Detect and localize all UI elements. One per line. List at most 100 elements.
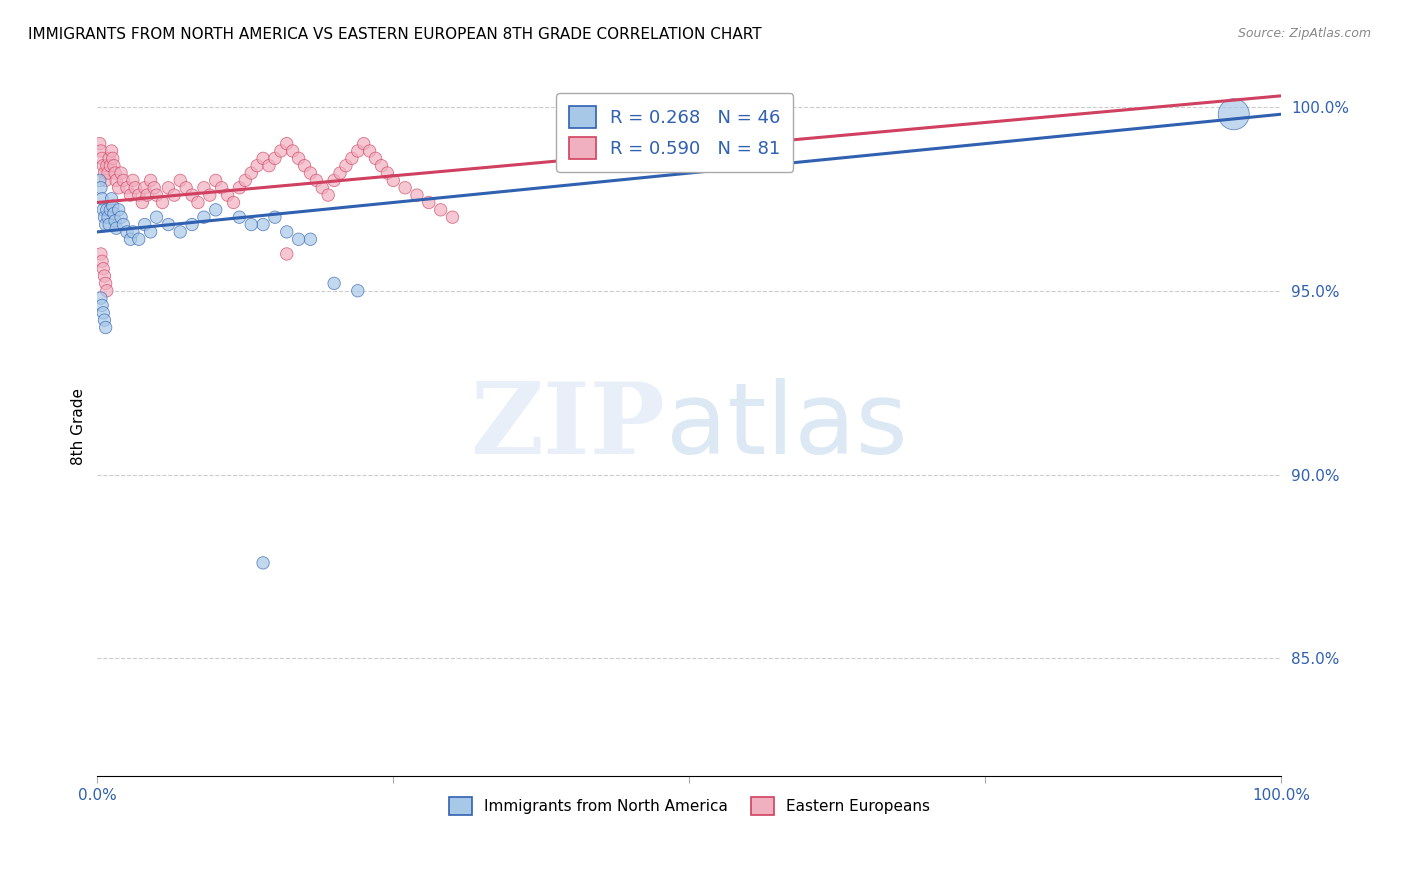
Point [93,313,115,327]
Point [169,173,191,187]
Point [211,181,233,195]
Point [252,152,274,166]
Point [257,159,280,173]
Point [323,173,346,187]
Point [91,254,114,268]
Point [252,556,274,570]
Point [217,188,239,202]
Point [299,232,322,246]
Point [329,166,352,180]
Y-axis label: 8th Grade: 8th Grade [72,388,86,466]
Text: IMMIGRANTS FROM NORTH AMERICA VS EASTERN EUROPEAN 8TH GRADE CORRELATION CHART: IMMIGRANTS FROM NORTH AMERICA VS EASTERN… [28,27,762,42]
Point [91,261,114,276]
Point [174,181,197,195]
Point [276,225,298,239]
Point [97,210,120,224]
Point [406,188,429,202]
Point [240,218,263,232]
Point [181,188,204,202]
Point [110,166,132,180]
Point [157,218,180,232]
Text: ZIP: ZIP [471,378,665,475]
Point [145,188,167,202]
Point [98,218,121,232]
Point [101,152,124,166]
Point [105,173,128,187]
Point [105,221,128,235]
Point [264,152,287,166]
Point [94,173,117,187]
Point [93,268,115,283]
Point [287,232,309,246]
Point [359,144,381,158]
Point [112,173,135,187]
Point [91,298,114,312]
Point [364,152,387,166]
Point [90,181,112,195]
Point [91,159,114,173]
Point [120,188,142,202]
Point [90,291,112,305]
Point [110,210,132,224]
Point [370,159,392,173]
Point [143,181,166,195]
Point [93,166,115,180]
Point [276,247,298,261]
Point [94,218,117,232]
Text: atlas: atlas [665,378,907,475]
Point [100,144,122,158]
Point [233,173,256,187]
Point [131,195,153,210]
Point [1222,107,1244,121]
Point [101,199,124,213]
Point [346,284,368,298]
Point [429,202,451,217]
Point [91,152,114,166]
Point [305,173,328,187]
Point [193,181,215,195]
Point [264,210,287,224]
Point [311,181,333,195]
Point [115,181,138,195]
Text: Source: ZipAtlas.com: Source: ZipAtlas.com [1237,27,1371,40]
Point [136,188,159,202]
Point [152,195,174,210]
Point [246,159,269,173]
Point [377,166,399,180]
Point [240,166,263,180]
Point [134,218,156,232]
Point [193,210,215,224]
Point [134,181,156,195]
Point [112,218,135,232]
Point [139,173,162,187]
Point [394,181,416,195]
Point [163,188,186,202]
Point [252,218,274,232]
Point [90,247,112,261]
Point [128,188,150,202]
Point [281,144,304,158]
Point [93,210,115,224]
Point [335,159,357,173]
Point [90,144,112,158]
Point [323,277,346,291]
Point [96,202,118,217]
Point [97,166,120,180]
Point [340,152,363,166]
Point [169,225,191,239]
Point [104,166,127,180]
Point [121,225,143,239]
Point [94,277,117,291]
Point [103,206,125,220]
Point [299,166,322,180]
Point [91,192,114,206]
Point [187,195,209,210]
Point [128,232,150,246]
Point [418,195,440,210]
Point [91,202,114,217]
Point [157,181,180,195]
Point [139,225,162,239]
Point [316,188,339,202]
Point [121,173,143,187]
Point [104,214,127,228]
